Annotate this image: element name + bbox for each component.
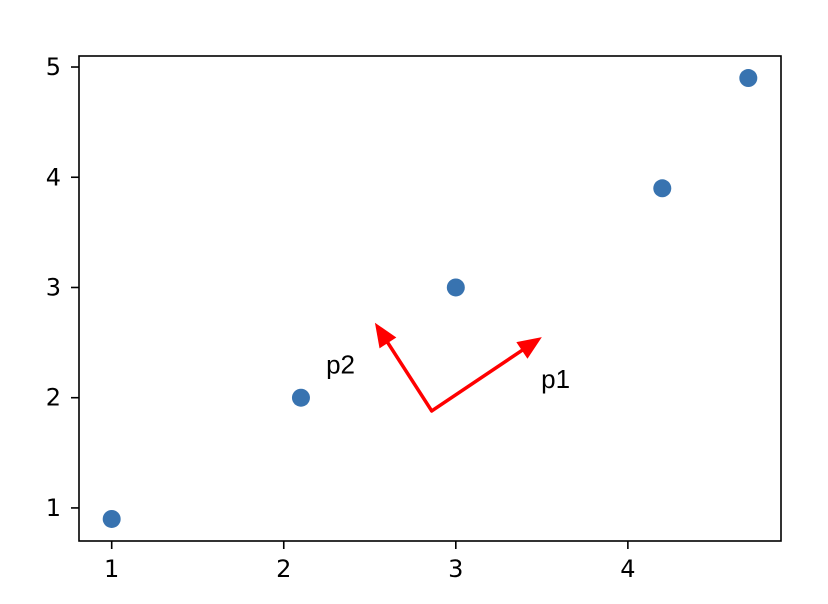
y-tick-label: 4: [46, 163, 61, 191]
annotation-label-p1: p1: [541, 364, 570, 394]
arrow-p1: [429, 337, 542, 413]
x-tick-label: 3: [448, 555, 463, 583]
arrow-head: [516, 337, 542, 359]
arrow-shaft: [386, 341, 434, 413]
arrow-head: [374, 322, 397, 349]
arrow-p2: [374, 322, 434, 413]
x-tick-label: 1: [104, 555, 119, 583]
data-point: [102, 509, 121, 528]
data-point: [653, 179, 672, 198]
y-tick-label: 3: [46, 273, 61, 301]
x-axis: 1 2 3 4: [104, 541, 636, 583]
y-tick-label: 5: [46, 53, 61, 81]
data-point: [739, 69, 758, 88]
arrow-shaft: [429, 348, 524, 413]
x-tick-label: 4: [620, 555, 635, 583]
x-tick-label: 2: [276, 555, 291, 583]
y-axis: 1 2 3 4 5: [46, 53, 79, 522]
annotation-label-p2: p2: [326, 350, 355, 380]
data-points: [102, 69, 758, 528]
data-point: [291, 388, 310, 407]
annotation-arrows: [374, 322, 542, 413]
data-point: [446, 278, 465, 297]
y-tick-label: 2: [46, 384, 61, 412]
plot-area: [78, 55, 782, 542]
y-tick-label: 1: [46, 494, 61, 522]
annotation-labels: p1 p2: [326, 350, 570, 394]
